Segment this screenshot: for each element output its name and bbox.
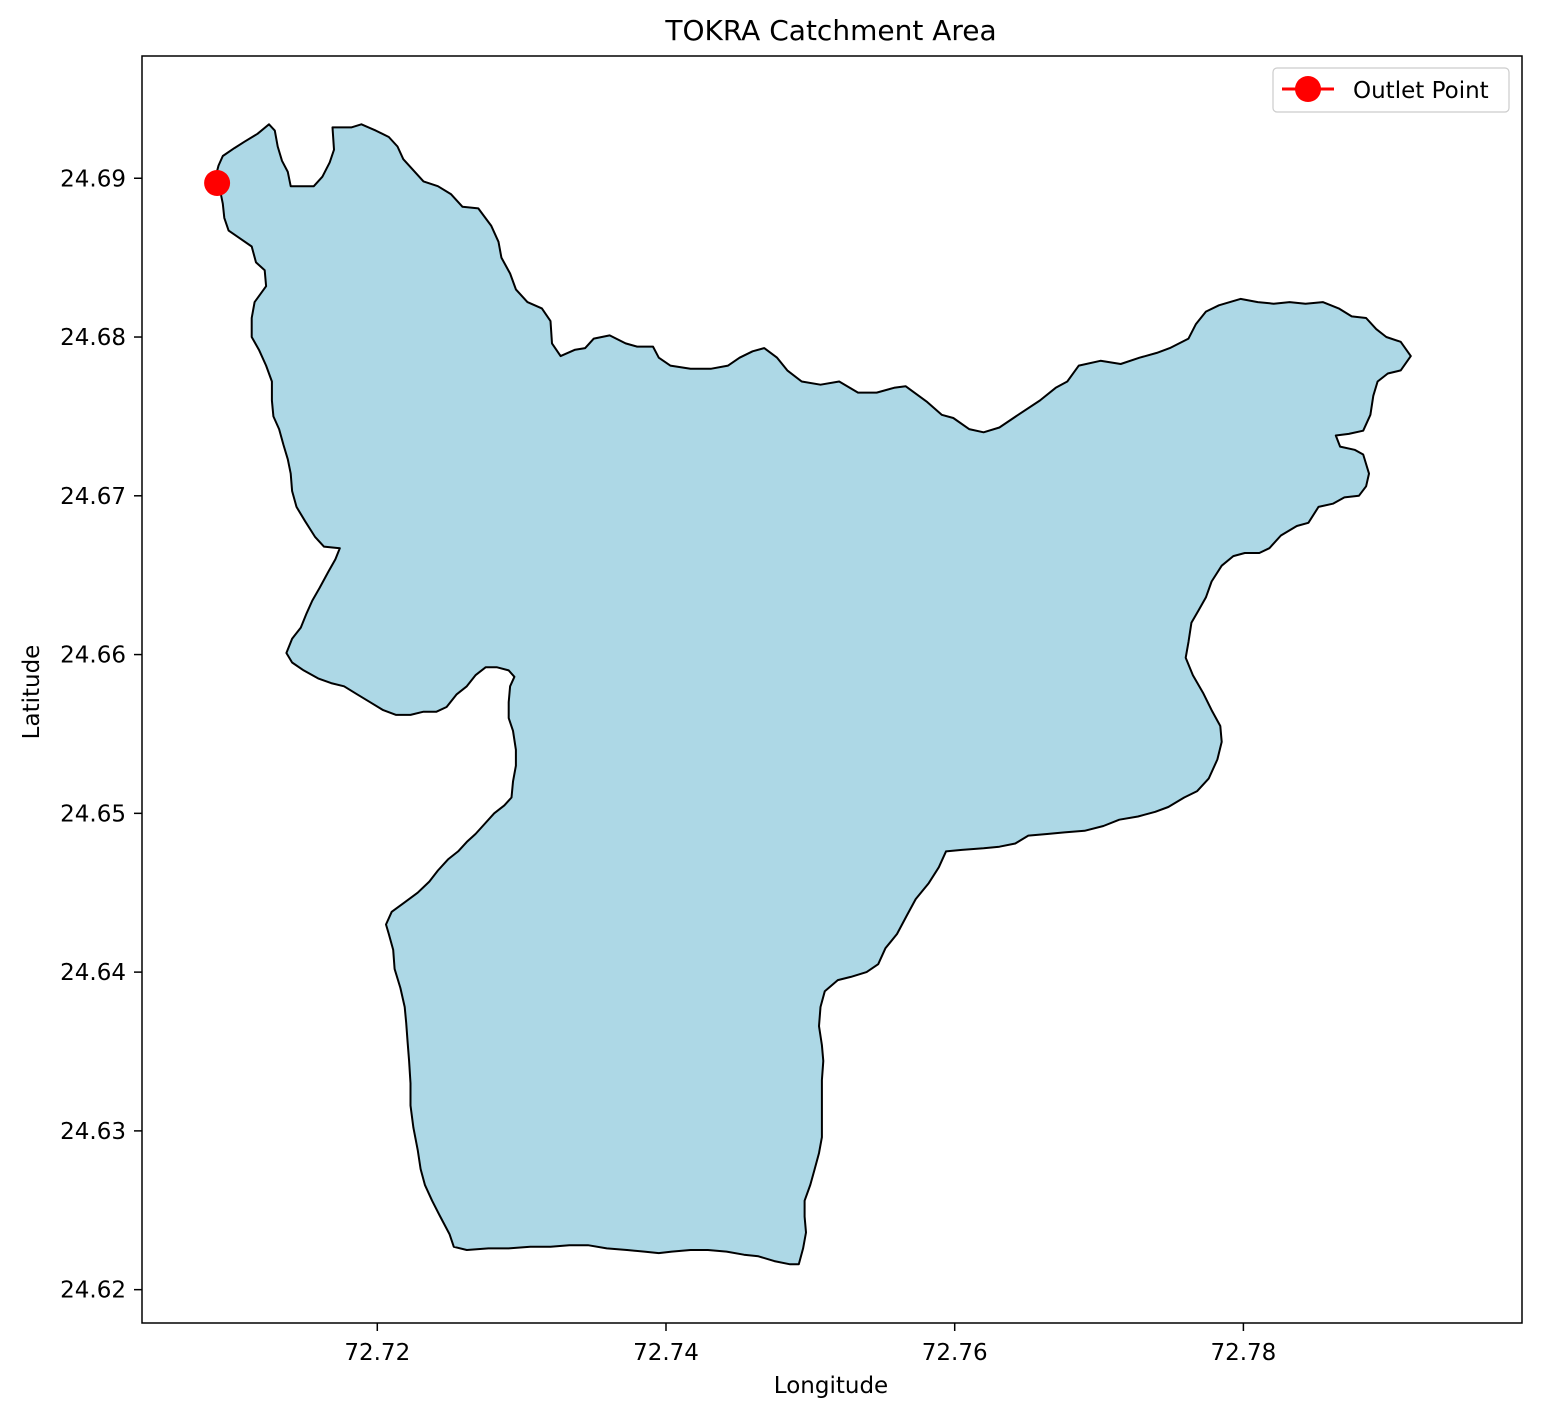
y-tick-label: 24.64: [60, 960, 126, 986]
y-tick-label: 24.66: [60, 643, 126, 669]
y-tick-label: 24.67: [60, 484, 126, 510]
outlet-point-marker: [204, 170, 231, 196]
y-axis-label: Latitude: [19, 645, 45, 740]
x-axis-label: Longitude: [774, 1373, 888, 1399]
y-tick-label: 24.69: [60, 166, 126, 192]
x-tick-label: 72.78: [1210, 1340, 1276, 1366]
x-tick-label: 72.74: [633, 1340, 699, 1366]
y-axis-ticks: 24.62 24.63 24.64 24.65 24.66 24.67 24.68 24.69: [60, 166, 142, 1304]
catchment-polygon: [214, 123, 1412, 1266]
x-tick-label: 72.72: [344, 1340, 410, 1366]
legend-marker-icon: [1295, 76, 1321, 102]
chart-title: TOKRA Catchment Area: [664, 14, 996, 47]
legend-label-outlet-point: Outlet Point: [1353, 78, 1489, 104]
y-tick-label: 24.62: [60, 1278, 126, 1304]
y-tick-label: 24.65: [60, 801, 126, 827]
legend-box: [1272, 67, 1510, 113]
x-tick-label: 72.76: [922, 1340, 988, 1366]
x-axis-ticks: 72.72 72.74 72.76 72.78: [344, 1323, 1276, 1366]
axes-frame: [141, 55, 1523, 1324]
y-tick-label: 24.68: [60, 325, 126, 351]
legend: Outlet Point: [1272, 67, 1510, 113]
plot-area: [141, 55, 1523, 1324]
y-tick-label: 24.63: [60, 1119, 126, 1145]
